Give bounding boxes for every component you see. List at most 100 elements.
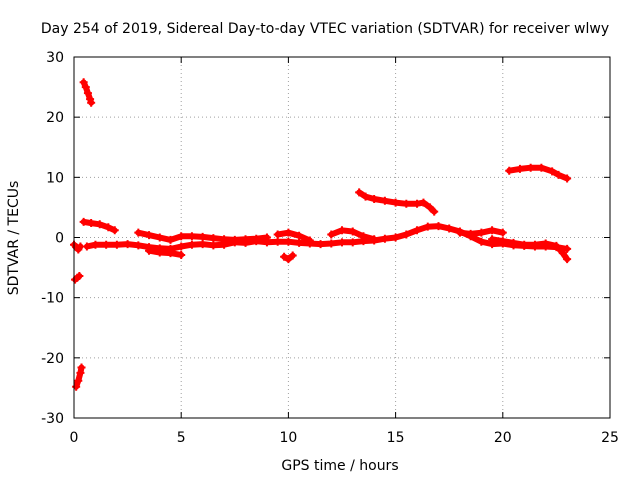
chart-title: Day 254 of 2019, Sidereal Day-to-day VTE… <box>41 21 609 37</box>
data-point <box>380 234 389 243</box>
series-arc-9 <box>273 228 314 245</box>
data-point <box>87 219 96 228</box>
data-point <box>361 192 370 201</box>
data-point <box>262 233 271 242</box>
y-tick-label: -20 <box>41 351 64 367</box>
data-point <box>110 226 119 235</box>
data-point <box>402 230 411 239</box>
data-point <box>316 240 325 249</box>
data-point <box>380 196 389 205</box>
data-point <box>348 227 357 236</box>
data-point <box>548 167 557 176</box>
data-point <box>198 232 207 241</box>
data-point <box>477 228 486 237</box>
y-tick-label: 10 <box>46 170 64 186</box>
data-point <box>425 203 434 212</box>
data-point <box>423 222 432 231</box>
data-point <box>541 239 550 248</box>
x-axis-label: GPS time / hours <box>281 458 398 474</box>
series-arc-3 <box>71 272 84 284</box>
data-point <box>505 166 514 175</box>
y-axis-label: SDTVAR / TECUs <box>6 181 22 296</box>
data-point <box>284 255 293 264</box>
series-arc-8 <box>145 246 186 259</box>
data-point <box>220 235 229 244</box>
data-point <box>155 248 164 257</box>
data-point <box>554 170 563 179</box>
data-point <box>552 241 561 250</box>
series-arc-4 <box>70 240 85 254</box>
x-tick-label: 20 <box>494 430 512 446</box>
data-point <box>430 207 439 216</box>
data-point <box>75 272 84 281</box>
axis-ticks: 0 5 10 15 20 25 -30 -20 -10 0 10 20 30 <box>41 50 619 446</box>
data-point <box>112 240 121 249</box>
data-point <box>104 223 113 232</box>
data-point <box>79 78 88 87</box>
y-tick-label: -30 <box>41 411 64 427</box>
data-point <box>284 228 293 237</box>
data-point <box>166 249 175 258</box>
data-point <box>145 246 154 255</box>
data-point <box>413 226 422 235</box>
data-point <box>230 235 239 244</box>
data-point <box>537 163 546 172</box>
data-point <box>74 376 83 385</box>
data-point <box>526 163 535 172</box>
data-point <box>402 199 411 208</box>
data-point <box>134 241 143 250</box>
data-point <box>515 164 524 173</box>
data-point <box>359 232 368 241</box>
series-line <box>83 223 571 252</box>
data-point <box>280 252 289 261</box>
data-point <box>91 240 100 249</box>
data-point <box>391 233 400 242</box>
data-point <box>509 238 518 247</box>
series-arc-1 <box>79 78 96 107</box>
data-point <box>273 237 282 246</box>
data-point <box>327 239 336 248</box>
series-arc-14 <box>488 235 572 264</box>
data-point <box>327 230 336 239</box>
data-point <box>166 235 175 244</box>
data-point <box>466 229 475 238</box>
data-point <box>295 238 304 247</box>
data-point <box>413 199 422 208</box>
data-point <box>252 234 261 243</box>
series-line <box>146 247 185 258</box>
data-point <box>563 174 572 183</box>
data-point <box>305 236 314 245</box>
data-point <box>295 231 304 240</box>
data-point <box>391 198 400 207</box>
data-point <box>288 251 297 260</box>
data-point <box>155 233 164 242</box>
x-tick-label: 25 <box>601 430 619 446</box>
y-tick-label: -10 <box>41 291 64 307</box>
data-point <box>455 228 464 237</box>
data-point <box>87 98 96 107</box>
data-point <box>520 240 529 249</box>
data-point <box>434 222 443 231</box>
data-point <box>370 235 379 244</box>
data-point <box>338 238 346 247</box>
x-tick-label: 0 <box>70 430 79 446</box>
data-point <box>177 250 186 259</box>
data-point <box>355 188 364 197</box>
x-tick-label: 5 <box>177 430 186 446</box>
x-tick-label: 15 <box>387 430 405 446</box>
data-point <box>338 226 346 235</box>
data-point <box>348 238 357 247</box>
data-point <box>76 368 85 377</box>
y-tick-label: 20 <box>46 110 64 126</box>
data-point <box>83 89 92 98</box>
data-point <box>72 382 81 391</box>
data-point <box>198 240 207 249</box>
data-point <box>477 237 486 246</box>
data-point <box>419 198 428 207</box>
series-arc-15 <box>505 163 572 183</box>
data-point <box>488 226 497 235</box>
data-point <box>488 235 497 244</box>
x-tick-label: 10 <box>279 430 297 446</box>
data-point <box>209 234 218 243</box>
data-point <box>241 235 250 244</box>
